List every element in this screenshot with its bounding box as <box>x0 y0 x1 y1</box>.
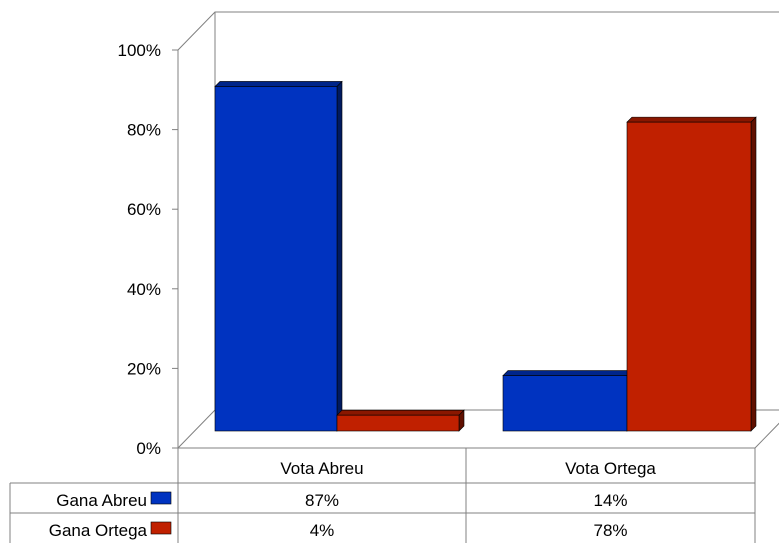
bar <box>626 121 752 432</box>
data-label: 4% <box>310 521 335 540</box>
legend-swatch <box>150 491 172 505</box>
bar-side <box>750 116 757 432</box>
bar-top <box>626 116 757 123</box>
bars <box>214 80 757 432</box>
category-label: Vota Ortega <box>565 459 656 478</box>
data-label: 87% <box>305 491 339 510</box>
data-table: Vota Abreu Vota Ortega Gana Abreu 87% 14% Gan… <box>9 448 756 543</box>
data-label: 78% <box>593 521 627 540</box>
back-wall-outline <box>177 11 779 448</box>
y-tick-label: 40% <box>127 280 161 299</box>
y-tick-label: 20% <box>127 359 161 378</box>
y-tick-label: 60% <box>127 200 161 219</box>
bar-top <box>502 370 633 376</box>
bar-top <box>214 81 343 87</box>
bar <box>336 414 460 432</box>
y-tick-label: 80% <box>127 121 161 140</box>
data-label: 14% <box>593 491 627 510</box>
y-axis: 0% 20% 40% 60% 80% 100% <box>118 41 178 458</box>
bar-side <box>336 80 343 432</box>
bar-top <box>336 409 465 416</box>
category-label: Vota Abreu <box>280 459 363 478</box>
bar <box>214 86 338 432</box>
y-tick-label: 0% <box>136 439 161 458</box>
legend-label: Gana Ortega <box>49 521 148 540</box>
bar <box>502 375 628 432</box>
legend-label: Gana Abreu <box>56 491 147 510</box>
y-tick-label: 100% <box>118 41 161 60</box>
legend-swatch <box>150 521 172 535</box>
